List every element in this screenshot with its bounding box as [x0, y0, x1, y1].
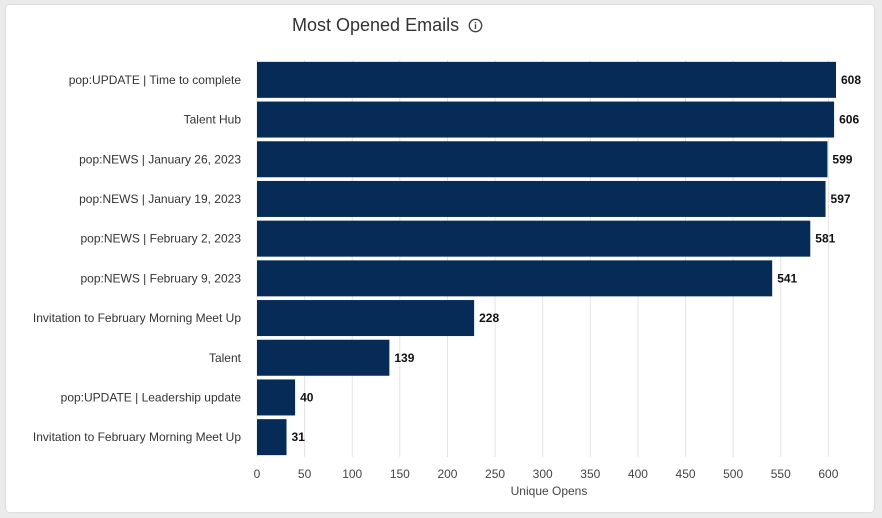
category-label: pop:NEWS | February 2, 2023: [80, 232, 241, 246]
x-tick-label: 0: [254, 467, 261, 481]
chart-header: Most Opened Emails: [292, 14, 483, 36]
category-labels: pop:UPDATE | Time to complete Talent Hub p…: [33, 73, 242, 444]
category-label: Talent Hub: [184, 113, 242, 127]
value-label: 581: [815, 232, 835, 246]
category-label: Talent: [209, 351, 242, 365]
category-label: pop:NEWS | January 19, 2023: [79, 192, 241, 206]
x-tick-label: 600: [818, 467, 838, 481]
category-label: pop:NEWS | February 9, 2023: [80, 271, 241, 285]
category-label: Invitation to February Morning Meet Up: [33, 430, 241, 444]
bar[interactable]: [257, 379, 296, 416]
value-label: 40: [300, 390, 314, 404]
chart-title: Most Opened Emails: [292, 14, 460, 35]
value-label: 606: [839, 113, 859, 127]
category-label: pop:NEWS | January 26, 2023: [79, 152, 241, 166]
bar[interactable]: [257, 220, 811, 257]
x-tick-label: 100: [342, 467, 362, 481]
x-tick-label: 150: [390, 467, 410, 481]
info-circle-icon[interactable]: [468, 18, 483, 33]
bar[interactable]: [257, 339, 390, 376]
value-label: 228: [479, 311, 499, 325]
value-label: 597: [831, 192, 851, 206]
x-tick-label: 500: [723, 467, 743, 481]
category-label: pop:UPDATE | Leadership update: [61, 390, 242, 404]
bar[interactable]: [257, 141, 828, 178]
value-label: 139: [394, 351, 414, 365]
value-labels: 608 606 599 597 581 541 228 139 40 31: [292, 73, 862, 444]
bar[interactable]: [257, 101, 835, 138]
x-tick-label: 550: [771, 467, 791, 481]
value-label: 599: [832, 152, 852, 166]
value-label: 31: [292, 430, 306, 444]
x-tick-label: 250: [485, 467, 505, 481]
bar[interactable]: [257, 260, 773, 297]
x-axis-ticks: 0 50 100 150 200 250 300 350 400 450 500 550 600: [254, 467, 839, 481]
x-tick-label: 350: [580, 467, 600, 481]
x-tick-label: 200: [437, 467, 457, 481]
bars: [257, 61, 836, 456]
x-tick-label: 400: [628, 467, 648, 481]
value-label: 608: [841, 73, 861, 87]
x-tick-label: 50: [298, 467, 312, 481]
category-label: Invitation to February Morning Meet Up: [33, 311, 241, 325]
value-label: 541: [777, 271, 797, 285]
x-tick-label: 450: [676, 467, 696, 481]
bar[interactable]: [257, 300, 475, 337]
bar[interactable]: [257, 61, 836, 98]
bar[interactable]: [257, 180, 826, 217]
x-axis-title: Unique Opens: [511, 484, 588, 498]
category-label: pop:UPDATE | Time to complete: [69, 73, 242, 87]
x-tick-label: 300: [533, 467, 553, 481]
bar[interactable]: [257, 419, 287, 456]
